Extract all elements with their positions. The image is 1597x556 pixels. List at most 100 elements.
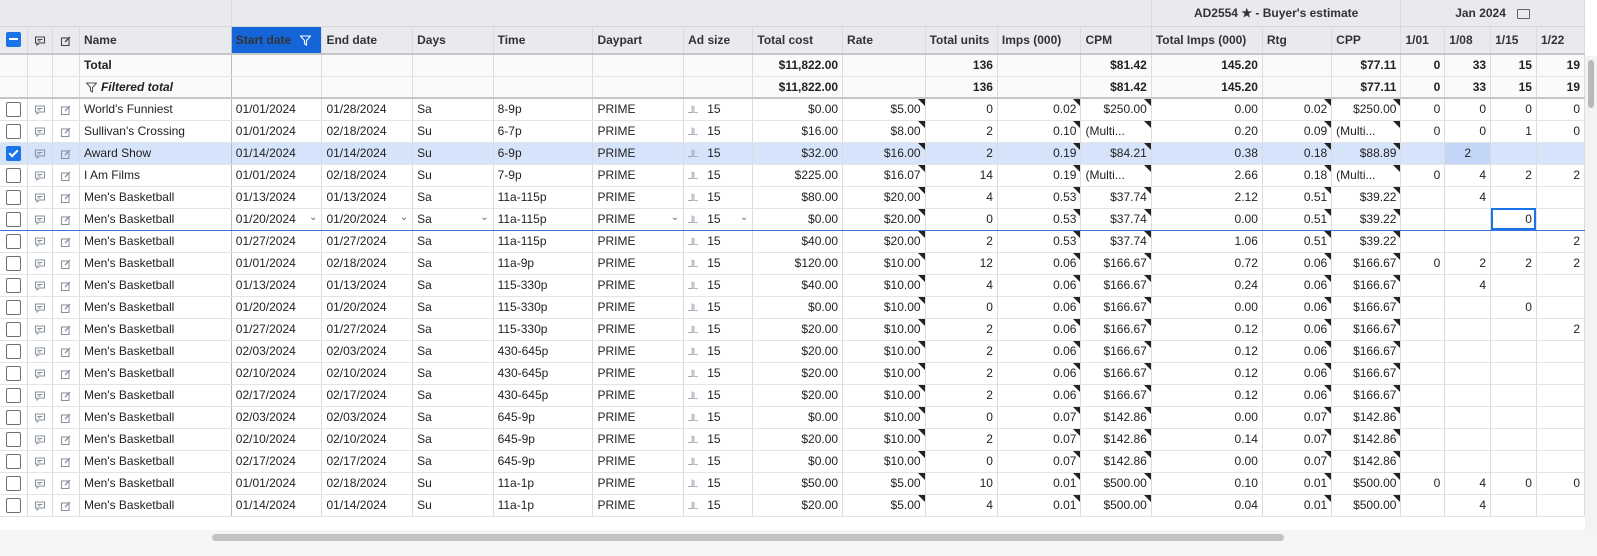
- row-total-imps[interactable]: 0.00: [1151, 296, 1263, 319]
- row-name[interactable]: World's Funniest: [79, 98, 232, 121]
- row-end-date[interactable]: 01/13/2024: [321, 186, 414, 209]
- horizontal-scroll-thumb[interactable]: [212, 534, 1284, 541]
- table-row[interactable]: Sullivan's Crossing 01/01/2024 02/18/2024 S…: [0, 120, 1586, 143]
- col-start-date[interactable]: Start date: [231, 26, 323, 55]
- col-ad-size[interactable]: Ad size: [683, 26, 754, 55]
- row-daypart[interactable]: PRIME: [592, 296, 685, 319]
- comment-icon[interactable]: [27, 406, 54, 429]
- row-week-4[interactable]: [1536, 450, 1586, 473]
- comment-icon[interactable]: [27, 296, 54, 319]
- row-days[interactable]: Sa: [412, 274, 494, 297]
- row-rtg[interactable]: 0.02: [1262, 98, 1333, 121]
- row-daypart[interactable]: PRIME: [592, 120, 685, 143]
- row-end-date[interactable]: 01/14/2024: [321, 142, 414, 165]
- row-week-3[interactable]: [1490, 428, 1537, 451]
- comment-icon[interactable]: [27, 230, 54, 253]
- row-start-date[interactable]: 02/03/2024: [231, 340, 323, 363]
- row-total-cost[interactable]: $20.00: [752, 428, 844, 451]
- row-start-date[interactable]: 01/20/2024: [231, 296, 323, 319]
- row-cpm[interactable]: $166.67: [1080, 296, 1152, 319]
- row-cpm[interactable]: $166.67: [1080, 274, 1152, 297]
- edit-icon[interactable]: [52, 230, 80, 253]
- row-total-imps[interactable]: 0.12: [1151, 384, 1263, 407]
- row-total-units[interactable]: 2: [925, 318, 998, 341]
- row-rate[interactable]: $10.00: [842, 252, 926, 275]
- row-week-1[interactable]: [1400, 318, 1446, 341]
- row-week-3[interactable]: [1490, 274, 1537, 297]
- row-rtg[interactable]: 0.06: [1262, 384, 1333, 407]
- row-start-date[interactable]: 01/01/2024: [231, 164, 323, 187]
- comment-icon[interactable]: [27, 186, 54, 209]
- row-checkbox[interactable]: [0, 384, 28, 407]
- row-cpp[interactable]: (Multi...: [1331, 120, 1402, 143]
- row-cpm[interactable]: $84.21: [1080, 142, 1152, 165]
- row-week-1[interactable]: [1400, 362, 1446, 385]
- select-all-checkbox[interactable]: [0, 26, 28, 55]
- row-checkbox[interactable]: [0, 472, 28, 495]
- row-start-date[interactable]: 02/10/2024: [231, 428, 323, 451]
- row-week-3[interactable]: 2: [1490, 164, 1537, 187]
- row-ad-size[interactable]: ⅃L 15: [683, 98, 754, 121]
- row-start-date[interactable]: 02/17/2024: [231, 384, 323, 407]
- row-week-1[interactable]: [1400, 406, 1446, 429]
- row-week-2[interactable]: 4: [1444, 274, 1492, 297]
- row-rtg[interactable]: 0.51: [1262, 186, 1333, 209]
- col-time[interactable]: Time: [493, 26, 594, 55]
- row-total-cost[interactable]: $20.00: [752, 494, 844, 517]
- row-cpm[interactable]: $500.00: [1080, 494, 1152, 517]
- row-rate[interactable]: $20.00: [842, 186, 926, 209]
- row-week-4[interactable]: [1536, 362, 1586, 385]
- row-ad-size[interactable]: ⅃L 15: [683, 120, 754, 143]
- row-total-units[interactable]: 0: [925, 98, 998, 121]
- chevron-down-icon[interactable]: ⌄: [399, 212, 409, 223]
- row-week-2[interactable]: [1444, 450, 1492, 473]
- row-daypart[interactable]: PRIME: [592, 98, 685, 121]
- row-total-imps[interactable]: 0.20: [1151, 120, 1263, 143]
- row-imps[interactable]: 0.19: [997, 142, 1082, 165]
- chevron-down-icon[interactable]: ⌄: [740, 212, 749, 223]
- col-name[interactable]: Name: [79, 26, 232, 55]
- row-week-1[interactable]: [1400, 142, 1446, 165]
- row-days[interactable]: Sa: [412, 252, 494, 275]
- row-total-units[interactable]: 12: [925, 252, 998, 275]
- row-week-2[interactable]: [1444, 230, 1492, 253]
- keyboard-icon[interactable]: [1517, 8, 1531, 19]
- row-total-imps[interactable]: 0.10: [1151, 472, 1263, 495]
- comment-icon[interactable]: [27, 494, 54, 517]
- row-total-units[interactable]: 2: [925, 142, 998, 165]
- row-checkbox[interactable]: [0, 230, 28, 253]
- row-start-date[interactable]: 01/01/2024: [231, 98, 323, 121]
- row-cpm[interactable]: $142.86: [1080, 450, 1152, 473]
- row-end-date[interactable]: 02/10/2024: [321, 428, 414, 451]
- edit-icon[interactable]: [52, 340, 80, 363]
- row-checkbox[interactable]: [0, 296, 28, 319]
- row-days[interactable]: Su: [412, 472, 494, 495]
- row-week-2[interactable]: 4: [1444, 164, 1492, 187]
- row-week-3[interactable]: [1490, 384, 1537, 407]
- row-week-1[interactable]: [1400, 450, 1446, 473]
- row-start-date[interactable]: 02/03/2024: [231, 406, 323, 429]
- edit-icon[interactable]: [52, 274, 80, 297]
- row-ad-size[interactable]: ⅃L 15: [683, 472, 754, 495]
- row-week-2[interactable]: 2: [1444, 252, 1492, 275]
- row-cpm[interactable]: $166.67: [1080, 384, 1152, 407]
- row-week-3[interactable]: 0: [1490, 472, 1537, 495]
- row-checkbox[interactable]: [0, 252, 28, 275]
- row-total-units[interactable]: 4: [925, 274, 998, 297]
- row-total-cost[interactable]: $20.00: [752, 384, 844, 407]
- row-checkbox[interactable]: [0, 340, 28, 363]
- table-row[interactable]: Men's Basketball 01/13/2024 01/13/2024 Sa 11…: [0, 274, 1586, 297]
- row-ad-size[interactable]: ⅃L 15: [683, 406, 754, 429]
- row-rtg[interactable]: 0.07: [1262, 406, 1333, 429]
- row-rate[interactable]: $8.00: [842, 120, 926, 143]
- row-week-3[interactable]: 0: [1490, 98, 1537, 121]
- row-imps[interactable]: 0.06: [997, 296, 1082, 319]
- row-week-3[interactable]: [1490, 318, 1537, 341]
- row-end-date[interactable]: 01/27/2024: [321, 318, 414, 341]
- row-imps[interactable]: 0.07: [997, 406, 1082, 429]
- row-days[interactable]: Sa: [412, 296, 494, 319]
- row-total-cost[interactable]: $120.00: [752, 252, 844, 275]
- row-checkbox[interactable]: [0, 186, 28, 209]
- row-cpp[interactable]: $39.22: [1331, 207, 1402, 231]
- row-end-date[interactable]: 02/03/2024: [321, 340, 414, 363]
